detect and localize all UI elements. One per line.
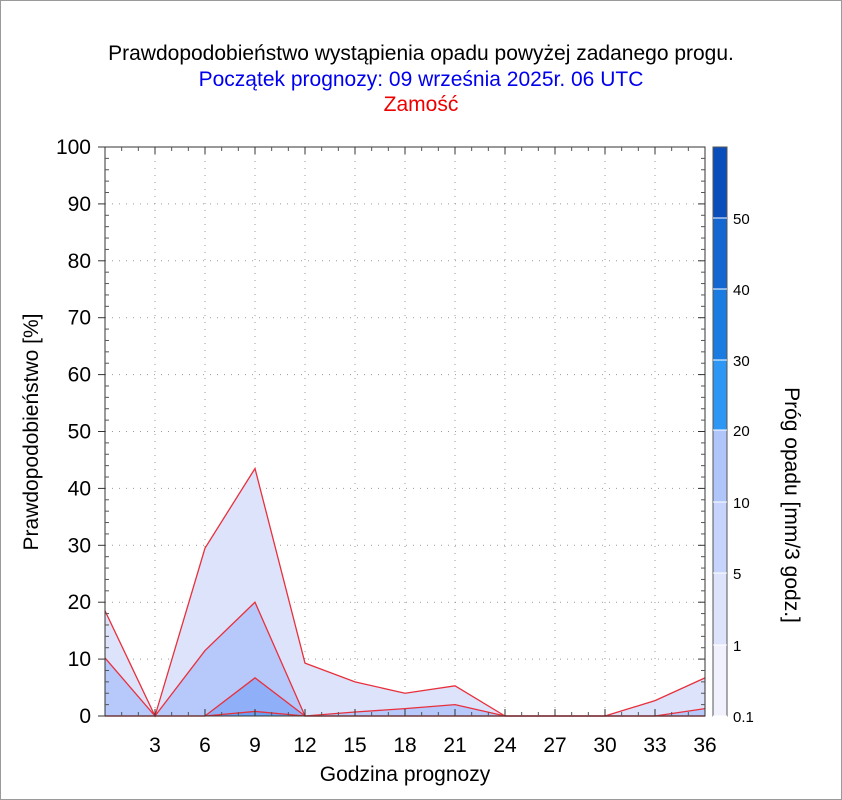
y-tick-label: 90 <box>68 193 91 216</box>
x-tick-label: 21 <box>443 734 466 757</box>
colorbar-segment <box>713 289 727 360</box>
y-axis-label: Prawdopodobieństwo [%] <box>20 314 43 551</box>
area-threshold-5 <box>105 677 705 716</box>
y-tick-label: 50 <box>68 421 91 444</box>
chart-title: Prawdopodobieństwo wystąpienia opadu pow… <box>108 42 734 65</box>
area-series <box>105 468 705 716</box>
y-tick-label: 80 <box>68 250 91 273</box>
y-tick-label: 60 <box>68 364 91 387</box>
y-tick-label: 20 <box>68 591 91 614</box>
colorbar-tick-label: 40 <box>733 282 750 299</box>
x-tick-label: 24 <box>493 734 517 757</box>
x-tick-label: 18 <box>393 734 416 757</box>
colorbar-segment <box>713 147 727 218</box>
colorbar-tick-label: 0.1 <box>733 709 754 726</box>
colorbar-label: Próg opadu [mm/3 godz.] <box>780 387 803 623</box>
colorbar-tick-label: 20 <box>733 423 750 440</box>
y-tick-label: 0 <box>79 705 91 728</box>
x-tick-label: 30 <box>593 734 616 757</box>
x-tick-label: 9 <box>249 734 261 757</box>
colorbar-tick-label: 30 <box>733 353 750 370</box>
x-tick-label: 6 <box>199 734 211 757</box>
y-tick-label: 100 <box>56 136 91 159</box>
x-tick-label: 15 <box>343 734 366 757</box>
x-tick-label: 33 <box>643 734 666 757</box>
y-tick-label: 30 <box>68 534 91 557</box>
y-tick-label: 10 <box>68 648 91 671</box>
colorbar-tick-label: 50 <box>733 211 750 228</box>
x-tick-label: 27 <box>543 734 566 757</box>
colorbar-segment <box>713 360 727 430</box>
x-tick-label: 36 <box>693 734 716 757</box>
y-tick-label: 40 <box>68 477 91 500</box>
colorbar-tick-label: 10 <box>733 495 750 512</box>
colorbar-segment <box>713 573 727 645</box>
colorbar-tick-label: 5 <box>733 566 741 583</box>
colorbar-segment <box>713 218 727 289</box>
colorbar-tick-label: 1 <box>733 638 741 655</box>
chart-subtitle: Początek prognozy: 09 września 2025r. 06… <box>198 68 644 91</box>
colorbar: 0.1 1 5 10 20 30 40 50 <box>712 146 754 726</box>
colorbar-segment <box>713 645 727 716</box>
x-tick-label: 12 <box>293 734 316 757</box>
x-axis-label: Godzina prognozy <box>320 763 491 786</box>
chart-location: Zamość <box>383 93 459 116</box>
x-tick-label: 3 <box>149 734 161 757</box>
colorbar-segment <box>713 430 727 502</box>
y-tick-label: 70 <box>68 307 91 330</box>
colorbar-segment <box>713 502 727 573</box>
